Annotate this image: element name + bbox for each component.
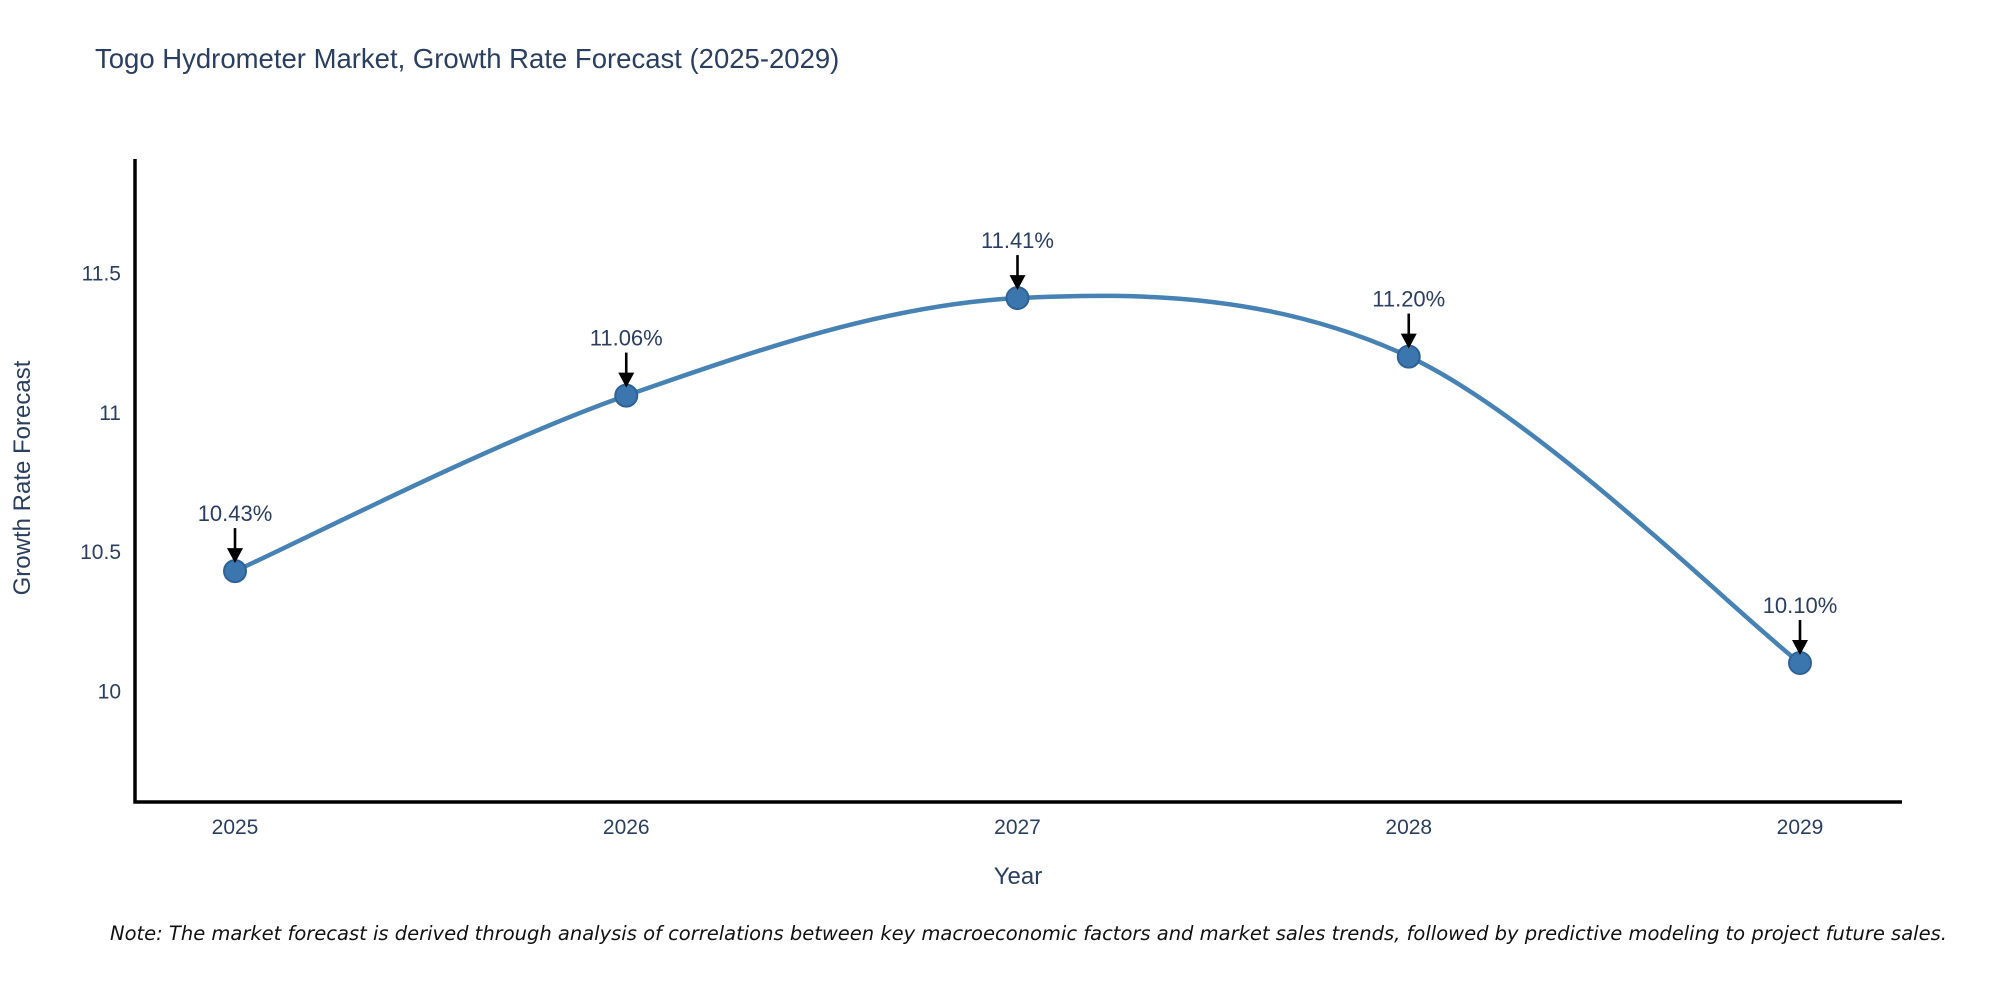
x-axis-title: Year: [994, 863, 1043, 890]
x-tick-label: 2029: [1777, 816, 1824, 839]
annotation-arrow-head: [227, 548, 243, 564]
data-point-marker: [614, 383, 639, 408]
annotation-label: 11.06%: [590, 326, 663, 351]
y-tick-label: 11.5: [82, 263, 121, 286]
data-point-marker: [1005, 286, 1030, 311]
y-tick-label: 10.5: [80, 541, 121, 564]
data-point-marker: [223, 559, 247, 584]
y-axis-title: Growth Rate Forecast: [9, 360, 36, 595]
chart-title: Togo Hydrometer Market, Growth Rate Fore…: [95, 43, 839, 74]
y-tick-label: 11: [99, 402, 121, 425]
x-tick-label: 2028: [1385, 816, 1432, 839]
data-point-marker: [1396, 344, 1421, 369]
annotation-arrow-head: [1792, 640, 1808, 656]
x-tick-label: 2026: [603, 816, 650, 839]
forecast-line: [232, 293, 1803, 666]
annotation-arrow-head: [1009, 275, 1026, 291]
y-tick-label: 10: [98, 680, 121, 703]
annotation-label: 10.43%: [198, 501, 273, 526]
x-tick-label: 2027: [994, 816, 1041, 839]
annotation-label: 10.10%: [1763, 593, 1838, 618]
data-point-marker: [1788, 651, 1812, 676]
plot-area: 11.5 11 10.5 10 2025 2026 2027 2028 2029 10.43% 11…: [80, 159, 1902, 839]
axis-lines: [133, 159, 1902, 804]
annotation-arrow-head: [1400, 333, 1417, 349]
annotation-arrow-head: [618, 372, 635, 388]
x-tick-label: 2025: [212, 816, 259, 839]
annotation-label: 11.20%: [1372, 287, 1445, 312]
annotation-label: 11.41%: [981, 228, 1054, 253]
chart-note: Note: The market forecast is derived thr…: [110, 922, 1947, 945]
